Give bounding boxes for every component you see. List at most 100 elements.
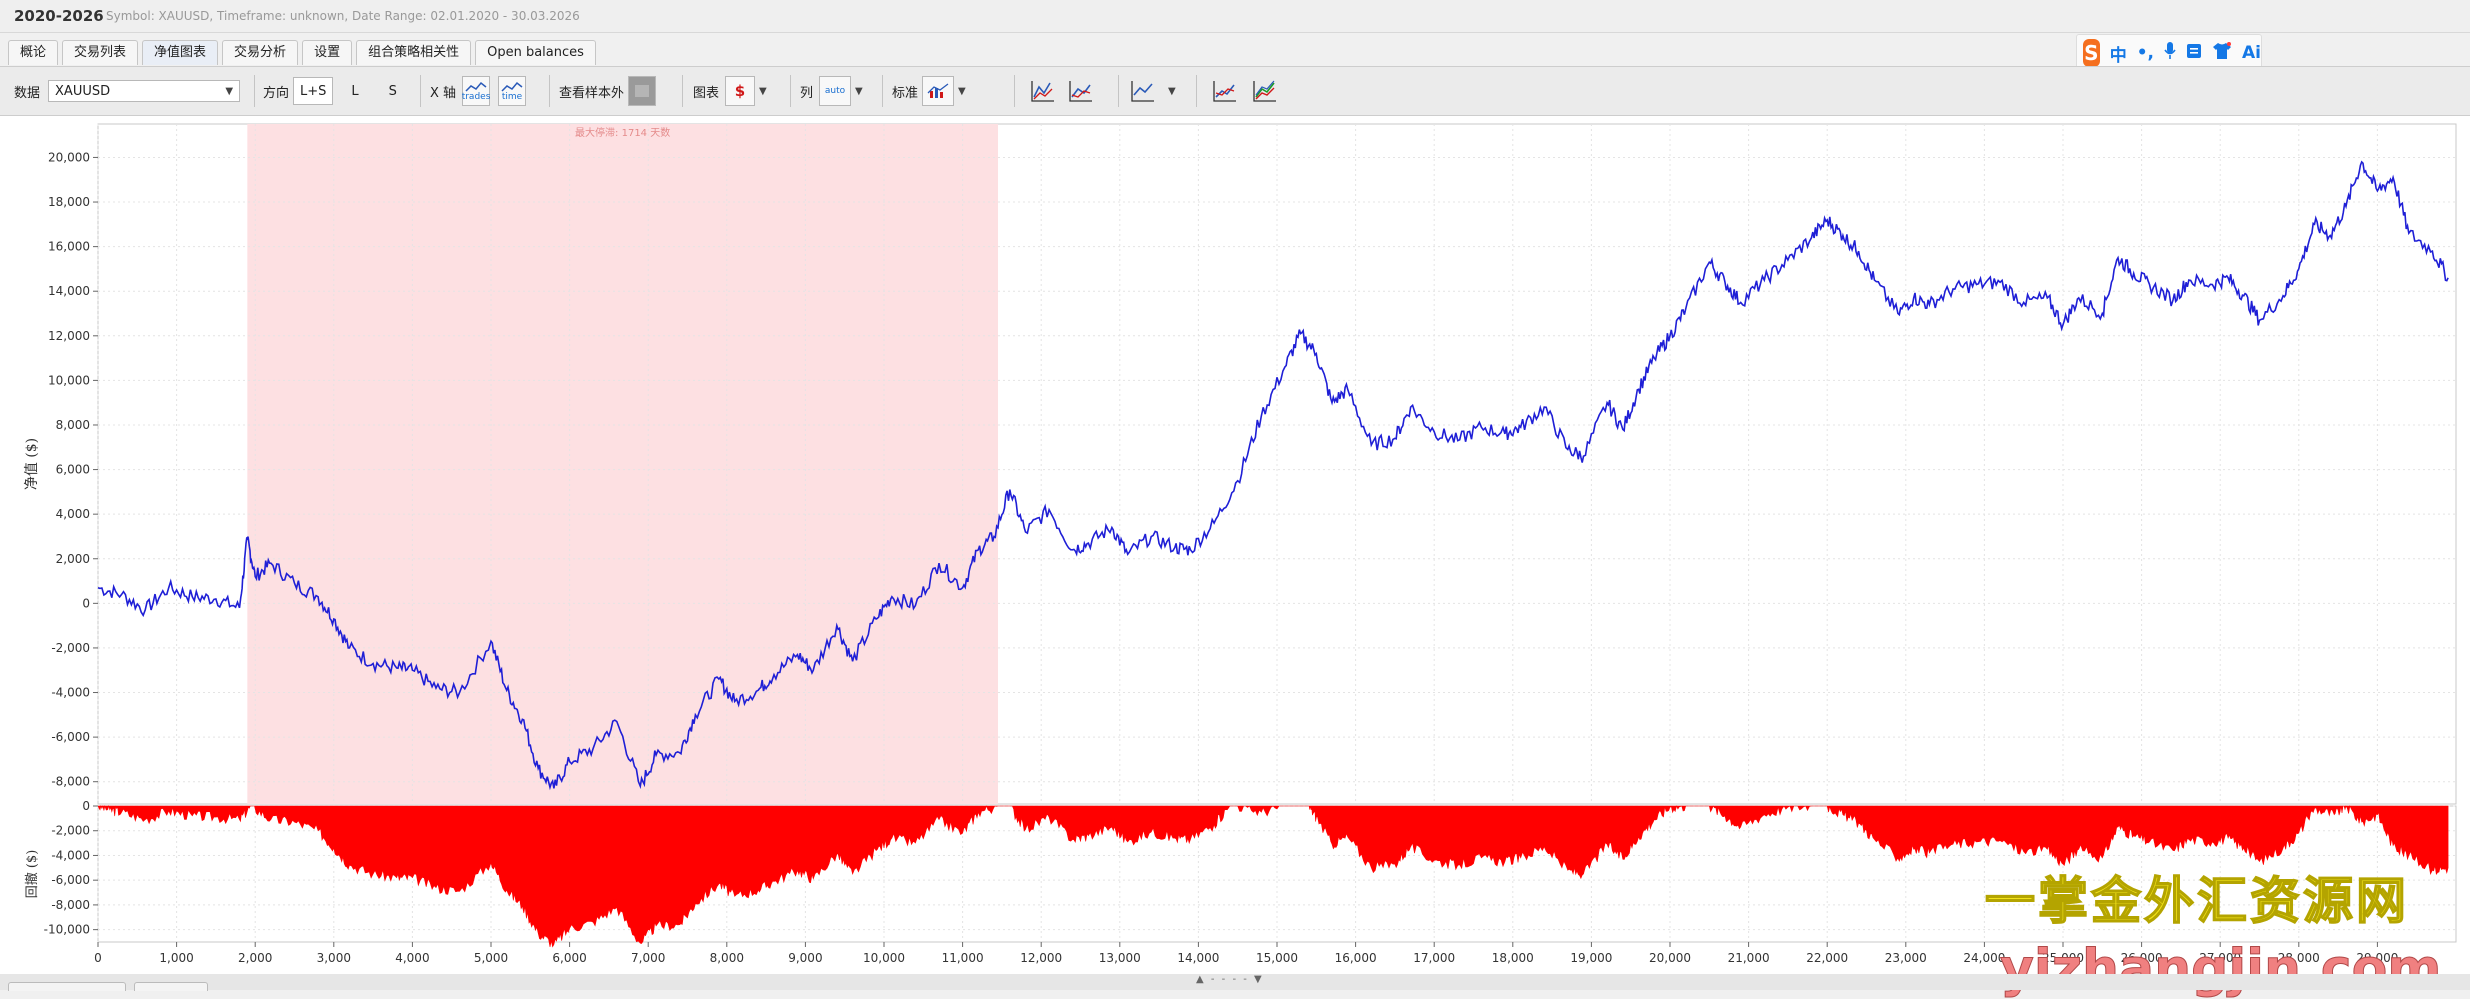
x-tick-label: 13,000 [1099, 951, 1141, 965]
toolbar-divider [254, 75, 255, 107]
line-chart-icon [465, 81, 487, 92]
splitter-arrows-icon[interactable]: ▲ - - - - ▼ [1196, 974, 1264, 985]
y-tick-label: 10,000 [48, 373, 90, 387]
dd-y-tick-label: -6,000 [51, 873, 90, 887]
multi-line-icon[interactable] [1212, 79, 1238, 103]
equity-y-axis-label: 净值 ($) [24, 438, 40, 490]
ime-keyboard-icon[interactable] [2186, 43, 2202, 64]
multi-series-icon[interactable] [1252, 79, 1278, 103]
x-tick-label: 19,000 [1570, 951, 1612, 965]
direction-short-button[interactable]: S [388, 83, 397, 99]
tab-bar: 概论 交易列表 净值图表 交易分析 设置 组合策略相关性 Open balanc… [8, 40, 600, 66]
oos-toggle-button[interactable] [628, 76, 657, 106]
x-tick-label: 26,000 [2121, 951, 2163, 965]
columns-group: 列 auto ▼ [800, 67, 863, 115]
x-tick-label: 16,000 [1335, 951, 1377, 965]
toolbar-divider [1118, 75, 1119, 107]
x-tick-label: 5,000 [474, 951, 508, 965]
ime-ai-button[interactable]: Ai [2242, 43, 2261, 63]
tab-equity-chart[interactable]: 净值图表 [142, 40, 219, 65]
x-tick-label: 29,000 [2356, 951, 2398, 965]
data-select[interactable]: XAUUSD ▼ [48, 80, 241, 102]
x-tick-label: 10,000 [863, 951, 905, 965]
stagnation-region [247, 124, 998, 804]
tab-portfolio-correlation[interactable]: 组合策略相关性 [356, 40, 472, 65]
std-button[interactable] [922, 76, 955, 106]
x-tick-label: 24,000 [1963, 951, 2005, 965]
direction-ls-button[interactable]: L+S [293, 77, 334, 105]
tab-open-balances[interactable]: Open balances [475, 40, 596, 65]
ime-chinese-mode[interactable]: 中 [2109, 45, 2127, 66]
columns-auto-button[interactable]: auto [819, 76, 852, 106]
auto-icon: auto [824, 86, 846, 96]
y-tick-label: 2,000 [56, 552, 90, 566]
xaxis-trades-label: trades [461, 91, 491, 102]
tab-trade-list[interactable]: 交易列表 [62, 40, 139, 65]
x-tick-label: 21,000 [1728, 951, 1770, 965]
sogou-logo-icon[interactable]: S [2083, 39, 2100, 67]
x-tick-label: 11,000 [942, 951, 984, 965]
line-style-icon[interactable] [1130, 79, 1156, 103]
toolbar-divider [882, 75, 883, 107]
toolbar-divider [1196, 75, 1197, 107]
oos-group: 查看样本外 [559, 67, 657, 115]
xaxis-time-button[interactable]: time [498, 76, 527, 106]
chevron-down-icon: ▼ [225, 85, 234, 97]
bottom-tab-2[interactable] [134, 982, 208, 991]
x-tick-label: 15,000 [1256, 951, 1298, 965]
chevron-down-icon[interactable]: ▼ [855, 85, 863, 97]
watermark-cn: 一掌金外汇资源网 [1984, 871, 2409, 931]
data-select-value: XAUUSD [55, 83, 111, 99]
ime-toolbar[interactable]: S 中 •, Ai [2076, 34, 2262, 72]
app-subtitle: Symbol: XAUUSD, Timeframe: unknown, Date… [106, 9, 580, 23]
chart-compare-icon[interactable] [1068, 79, 1094, 103]
xaxis-trades-button[interactable]: trades [462, 76, 490, 106]
x-tick-label: 27,000 [2199, 951, 2241, 965]
chart-area[interactable]: 最大停滞: 1714 天数 0 1,000 2,000 3,000 4,000 5,000… [0, 116, 2470, 999]
toolbar-divider [549, 75, 550, 107]
toolbar-divider [420, 75, 421, 107]
chevron-down-icon[interactable]: ▼ [1168, 85, 1176, 97]
dollar-icon: $ [734, 82, 746, 100]
std-group: 标准 ▼ [892, 67, 966, 115]
y-tick-label: -6,000 [51, 730, 90, 744]
chart-zoom-icon[interactable] [1030, 79, 1056, 103]
bottom-tab-1[interactable] [8, 982, 126, 991]
chart-dollar-button[interactable]: $ [725, 76, 756, 106]
drawdown-y-axis-label: 回撤 ($) [24, 850, 40, 899]
x-tick-label: 20,000 [1649, 951, 1691, 965]
ime-mic-icon[interactable] [2164, 41, 2176, 65]
ime-punctuation-icon[interactable]: •, [2136, 43, 2155, 63]
watermark-url: yizhangjin.com [2000, 939, 2442, 999]
chevron-down-icon[interactable]: ▼ [759, 85, 767, 97]
tab-settings[interactable]: 设置 [302, 40, 353, 65]
toolbar: 数据 XAUUSD ▼ 方向 L+S L S X 轴 trades time 查… [0, 66, 2470, 116]
chevron-down-icon[interactable]: ▼ [958, 85, 966, 97]
y-tick-label: -4,000 [51, 686, 90, 700]
oos-label: 查看样本外 [559, 85, 625, 101]
x-tick-label: 22,000 [1806, 951, 1848, 965]
x-tick-label: 12,000 [1020, 951, 1062, 965]
chart-style-group: ▼ [1130, 67, 1176, 115]
dd-y-tick-label: -4,000 [51, 848, 90, 862]
chart-export-group [1212, 67, 1278, 115]
x-tick-label: 7,000 [631, 951, 665, 965]
x-tick-label: 17,000 [1413, 951, 1455, 965]
drawdown-area [97, 804, 2449, 948]
equity-line [97, 160, 2449, 791]
equity-chart-svg[interactable]: 最大停滞: 1714 天数 0 1,000 2,000 3,000 4,000 5,000… [0, 116, 2470, 974]
direction-long-button[interactable]: L [351, 83, 359, 99]
app-title: 2020-2026 [14, 7, 104, 25]
chart-type-label: 图表 [693, 85, 720, 101]
x-tick-label: 2,000 [238, 951, 272, 965]
toolbar-divider [790, 75, 791, 107]
ime-skin-icon[interactable] [2212, 41, 2232, 65]
tab-overview[interactable]: 概论 [8, 40, 59, 65]
line-chart-icon [501, 81, 523, 92]
x-tick-label: 25,000 [2042, 951, 2084, 965]
chart-type-group: 图表 $ ▼ [693, 67, 767, 115]
xaxis-time-label: time [501, 91, 523, 102]
y-tick-label: 18,000 [48, 195, 90, 209]
y-tick-label: 6,000 [56, 463, 90, 477]
tab-trade-analysis[interactable]: 交易分析 [222, 40, 299, 65]
